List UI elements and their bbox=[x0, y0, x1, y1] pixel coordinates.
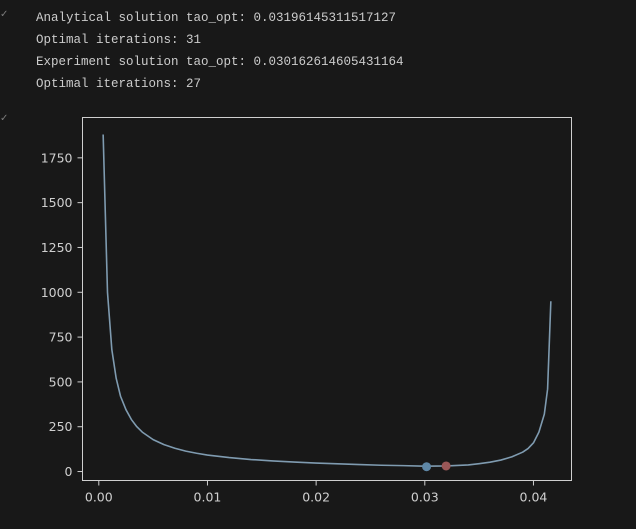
axes-frame bbox=[82, 117, 572, 481]
x-tick-label: 0.04 bbox=[520, 490, 548, 505]
collapse-check-icon[interactable]: ✓ bbox=[0, 9, 9, 20]
plot-output: 0.00 0.01 0.02 0.03 0.04 0 250 500 750 1000 1250 1… bbox=[0, 108, 636, 525]
y-tick-label: 1250 bbox=[41, 240, 73, 255]
y-tick-label: 750 bbox=[49, 330, 73, 345]
optimum-markers bbox=[422, 461, 451, 472]
y-tick-label: 250 bbox=[49, 419, 73, 434]
x-tick-label: 0.00 bbox=[85, 490, 113, 505]
output-cell-text: ✓ Analytical solution tao_opt: 0.0319614… bbox=[0, 0, 636, 100]
series-line bbox=[102, 134, 552, 467]
y-tick-label: 1750 bbox=[41, 150, 73, 165]
line-chart: 0.00 0.01 0.02 0.03 0.04 0 250 500 750 1000 1250 1… bbox=[41, 117, 572, 505]
y-axis: 0 250 500 750 1000 1250 1500 1750 bbox=[41, 150, 83, 479]
x-tick-label: 0.01 bbox=[194, 490, 222, 505]
output-line: Experiment solution tao_opt: 0.030162614… bbox=[36, 55, 404, 69]
stdout-text: Analytical solution tao_opt: 0.031961453… bbox=[36, 7, 404, 95]
analytical-optimum-marker bbox=[441, 461, 451, 471]
x-tick-label: 0.03 bbox=[411, 490, 439, 505]
y-tick-label: 0 bbox=[65, 464, 73, 479]
collapse-check-icon[interactable]: ✓ bbox=[0, 113, 9, 124]
y-tick-label: 1500 bbox=[41, 195, 73, 210]
output-line: Optimal iterations: 31 bbox=[36, 33, 202, 47]
x-tick-label: 0.02 bbox=[302, 490, 330, 505]
experiment-optimum-marker bbox=[422, 462, 432, 472]
output-line: Analytical solution tao_opt: 0.031961453… bbox=[36, 11, 397, 25]
x-axis: 0.00 0.01 0.02 0.03 0.04 bbox=[85, 480, 548, 505]
output-line: Optimal iterations: 27 bbox=[36, 77, 202, 91]
y-tick-label: 1000 bbox=[41, 285, 73, 300]
y-tick-label: 500 bbox=[49, 374, 73, 389]
